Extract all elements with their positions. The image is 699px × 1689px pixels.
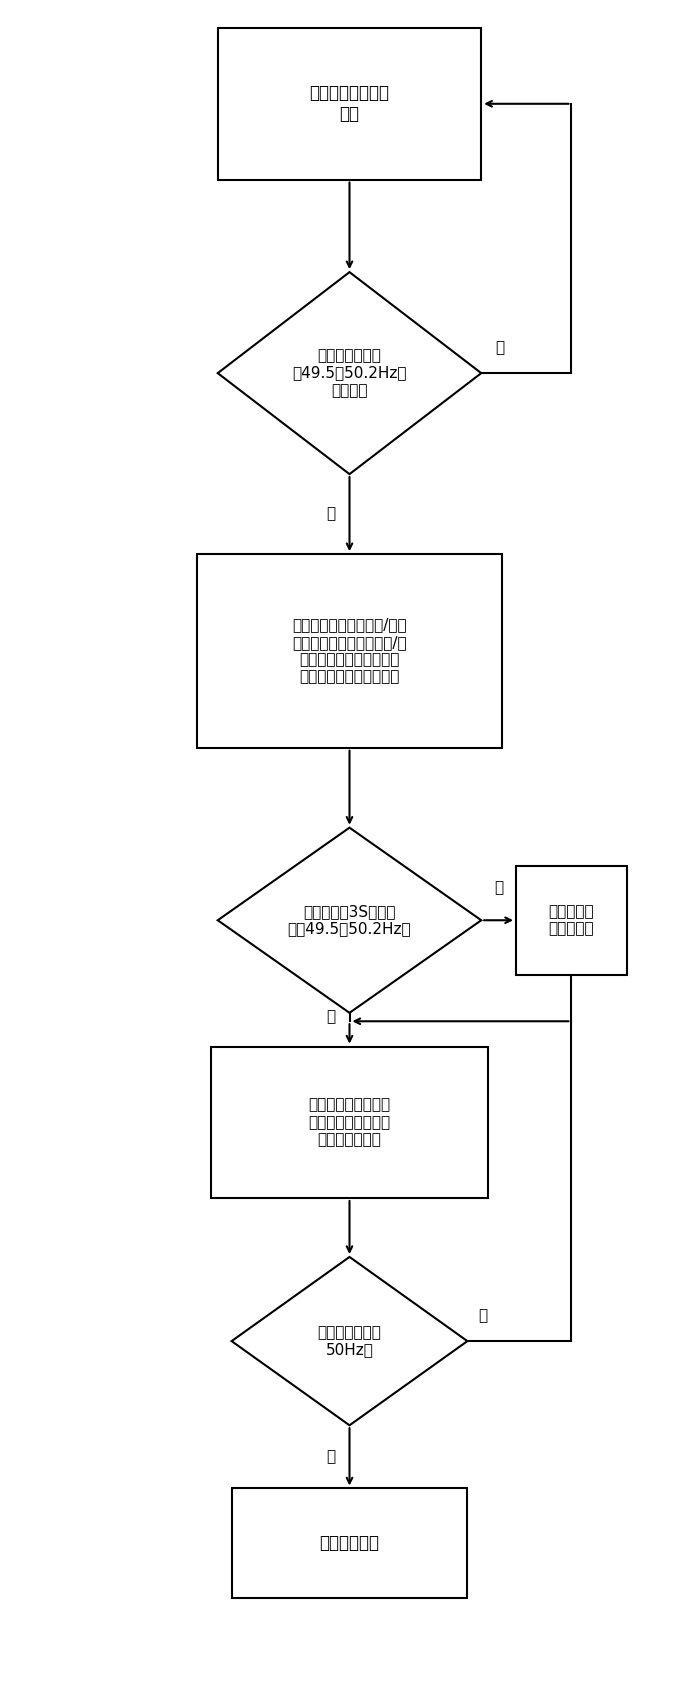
Text: 频率控制器调整变量
马达摇角；调整变桨
距系统阀口开度: 频率控制器调整变量 马达摇角；调整变桨 距系统阀口开度 — [308, 1098, 391, 1147]
Text: 频率控制器调整变量泵/马达
的运行工况，调整变量泵/马
达摇角；调整变量马达摇
角；调整桨距角阀口开度: 频率控制器调整变量泵/马达 的运行工况，调整变量泵/马 达摇角；调整变量马达摇 … — [292, 616, 407, 684]
Text: 电网频率是否为
50Hz？: 电网频率是否为 50Hz？ — [317, 1324, 382, 1358]
Bar — [211, 1047, 488, 1198]
Text: 是: 是 — [326, 507, 336, 522]
Text: 电网频率在3S内是否
回到49.5～50.2Hz？: 电网频率在3S内是否 回到49.5～50.2Hz？ — [288, 904, 411, 936]
Text: 是: 是 — [326, 1449, 336, 1464]
Text: 电网调频结束: 电网调频结束 — [319, 1534, 380, 1552]
Text: 否: 否 — [495, 341, 504, 355]
Text: 风力发电机
组切出电网: 风力发电机 组切出电网 — [549, 904, 594, 936]
Bar — [516, 865, 627, 975]
Text: 是: 是 — [326, 1010, 336, 1025]
Polygon shape — [218, 272, 481, 475]
Text: 否: 否 — [494, 880, 503, 895]
Bar — [218, 29, 481, 179]
Bar — [197, 554, 502, 748]
Text: 否: 否 — [478, 1309, 487, 1324]
Polygon shape — [218, 828, 481, 1013]
Text: 实时监控电网频率
状态: 实时监控电网频率 状态 — [310, 84, 389, 123]
Polygon shape — [231, 1257, 468, 1426]
Text: 电网频率是否不
在49.5～50.2Hz的
范围内？: 电网频率是否不 在49.5～50.2Hz的 范围内？ — [292, 348, 407, 399]
Bar — [231, 1488, 468, 1598]
